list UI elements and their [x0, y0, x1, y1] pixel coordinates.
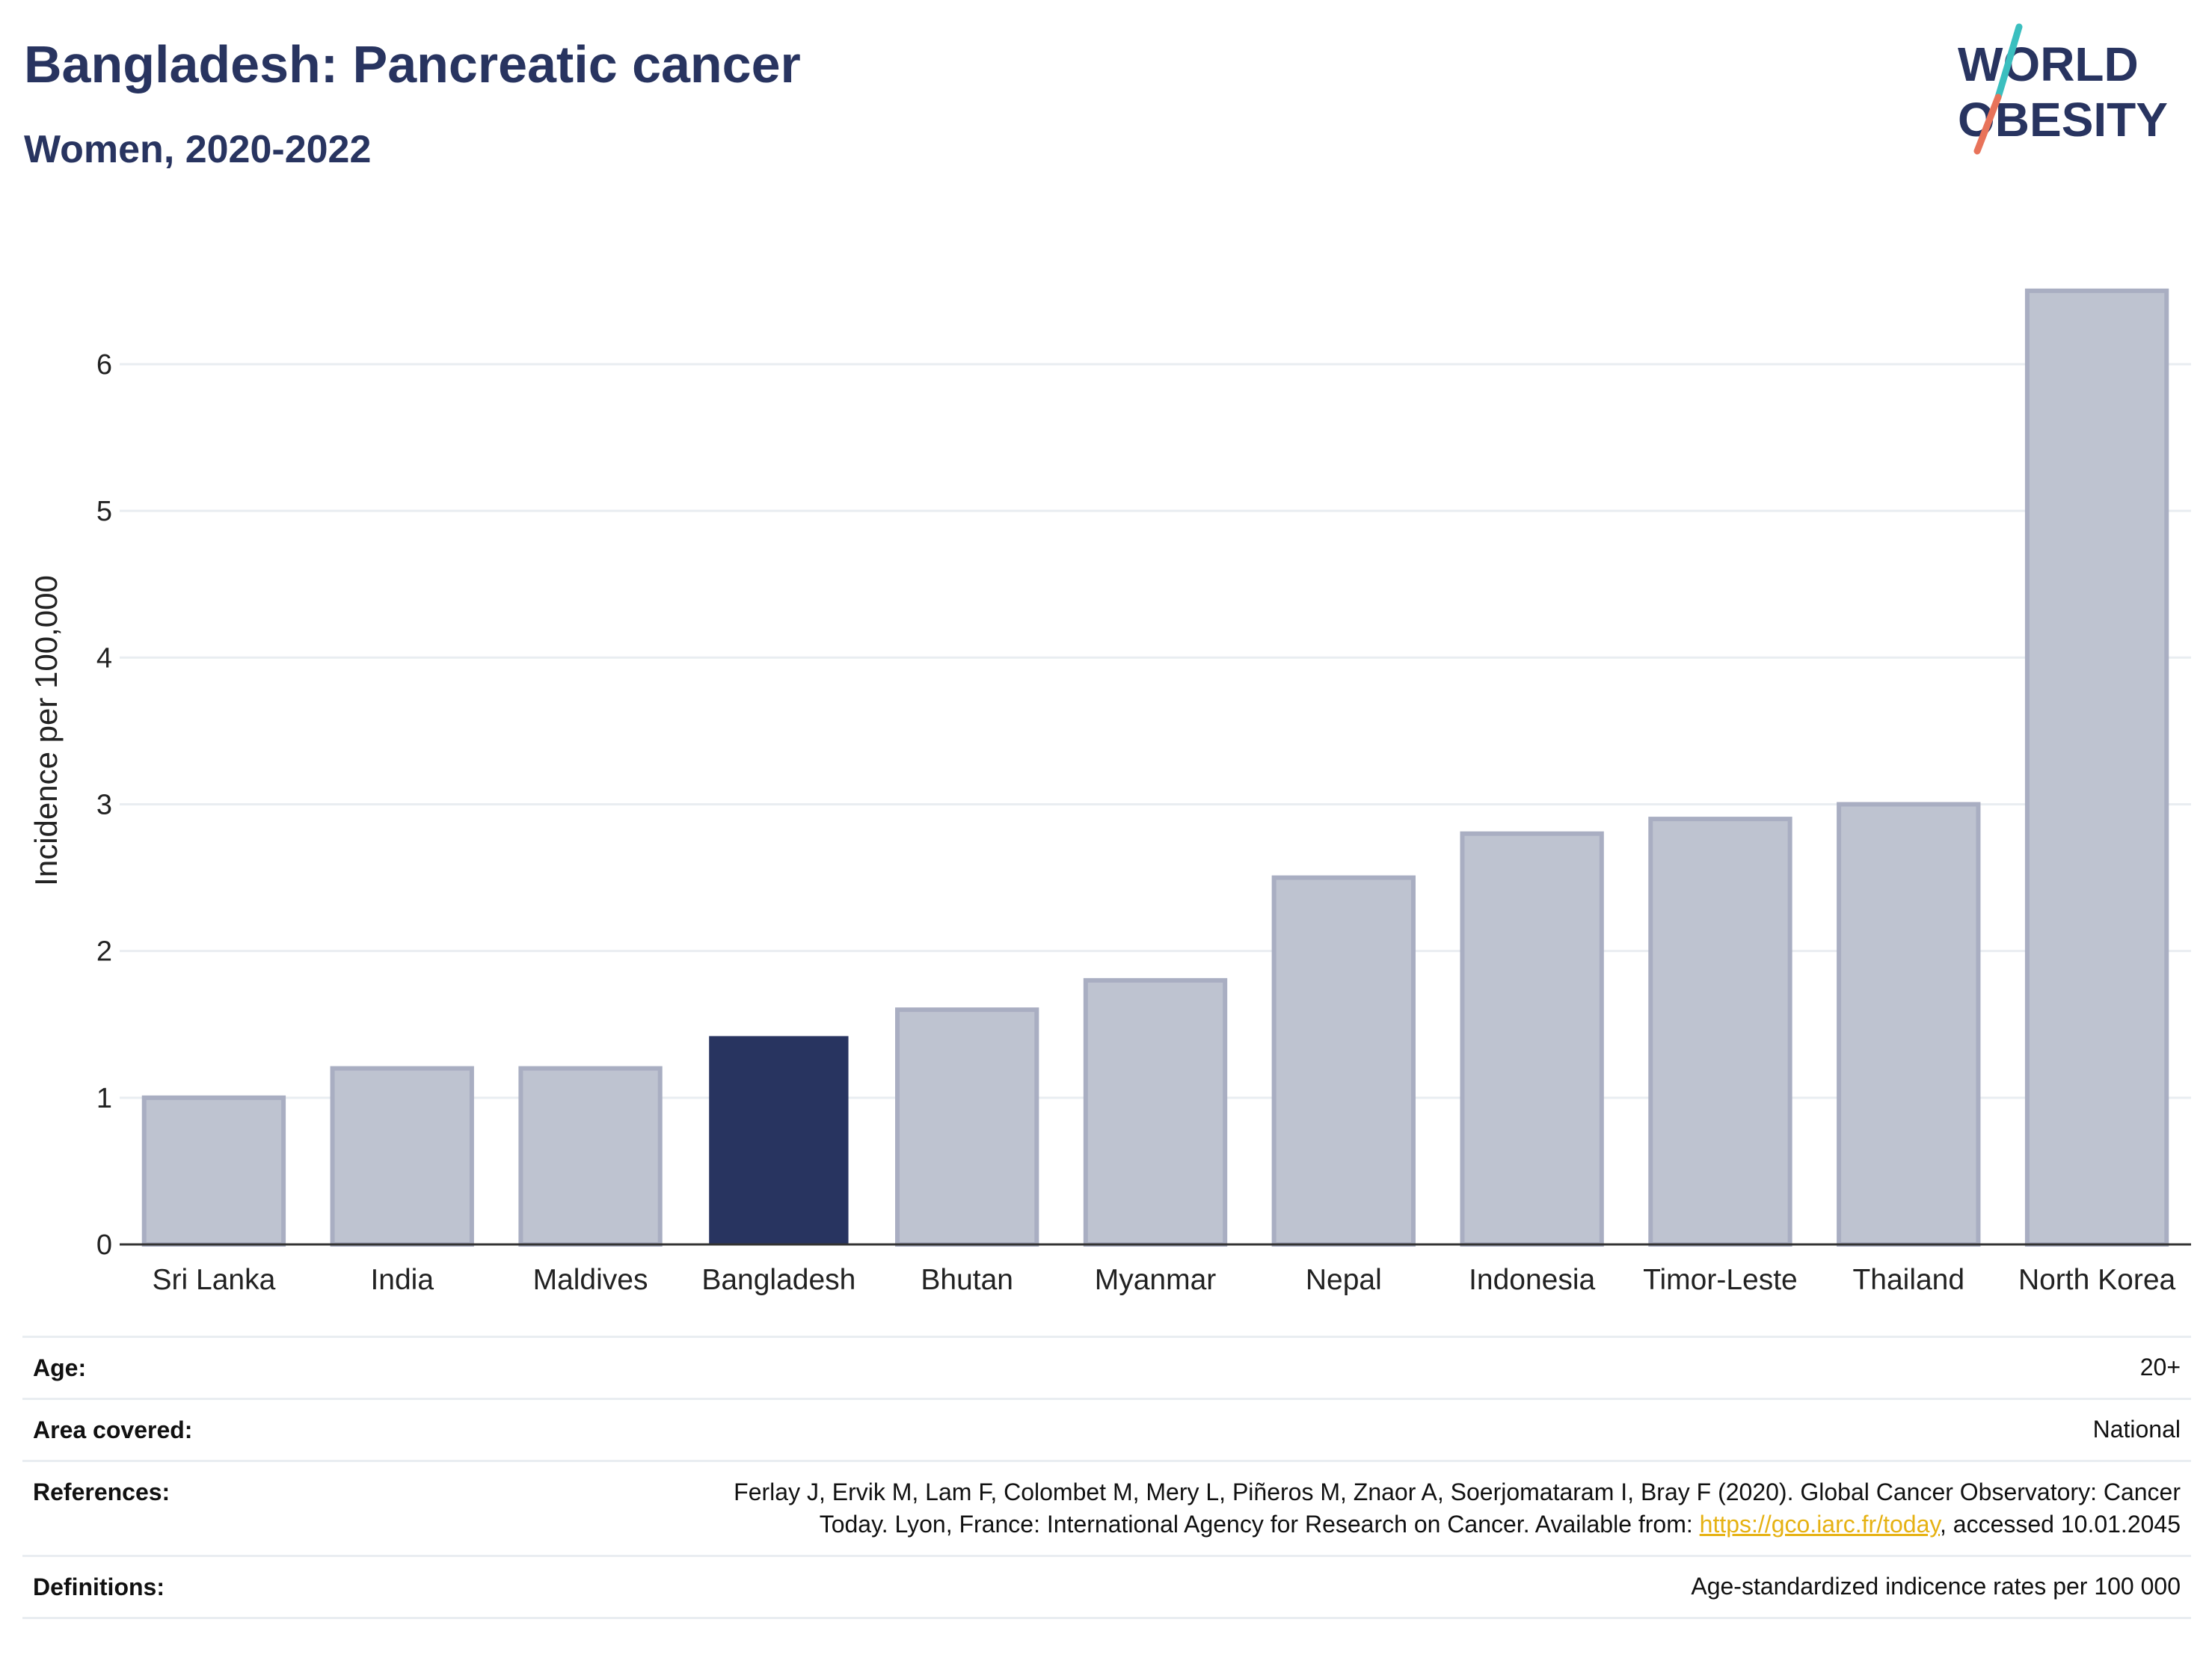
x-tick-label: Sri Lanka — [153, 1264, 276, 1296]
bar-indonesia — [1460, 831, 1604, 1247]
bar-bangladesh — [709, 1036, 849, 1244]
y-tick-label: 4 — [96, 642, 112, 674]
logo-slash-top — [1994, 23, 2023, 101]
bar-thailand — [1837, 802, 1981, 1247]
y-axis-title: Incidence per 100,000 — [28, 575, 64, 886]
bar-chart: 0 1 2 3 4 5 6 Sri Lanka India Maldives Bangladesh B… — [28, 288, 2191, 1296]
world-obesity-logo: WORLD OBESITY — [1958, 23, 2168, 155]
page-title: Bangladesh: Pancreatic cancer — [24, 35, 801, 93]
metadata-table: Age: 20+ Area covered: National Referenc… — [22, 1336, 2191, 1619]
x-tick-label: Bangladesh — [701, 1264, 855, 1296]
area-label: Area covered: — [33, 1416, 193, 1443]
x-tick-label: Nepal — [1306, 1264, 1382, 1296]
y-tick-label: 1 — [96, 1083, 112, 1114]
area-value: National — [2092, 1416, 2181, 1443]
y-tick-label: 2 — [96, 936, 112, 968]
page-subtitle: Women, 2020-2022 — [24, 128, 372, 171]
bar-bhutan — [895, 1007, 1039, 1247]
bar-india — [330, 1066, 474, 1247]
x-tick-label: Indonesia — [1469, 1264, 1595, 1296]
meta-row-age: Age: 20+ — [22, 1336, 2191, 1398]
x-tick-label: North Korea — [2018, 1264, 2176, 1296]
references-line-1: Ferlay J, Ervik M, Lam F, Colombet M, Me… — [734, 1478, 2181, 1505]
bar-maldives — [518, 1066, 663, 1247]
x-tick-label: Thailand — [1852, 1264, 1964, 1296]
references-line-2-pre: Today. Lyon, France: International Agenc… — [819, 1511, 1700, 1538]
age-value: 20+ — [2139, 1354, 2181, 1381]
logo-slash-bottom — [1973, 93, 2002, 155]
bar-myanmar — [1083, 977, 1228, 1247]
x-tick-label: Timor-Leste — [1643, 1264, 1798, 1296]
y-tick-label: 5 — [96, 496, 112, 527]
x-tick-label: Maldives — [533, 1264, 648, 1296]
x-tick-label: Myanmar — [1095, 1264, 1217, 1296]
references-label: References: — [33, 1479, 170, 1505]
bar-timor-leste — [1648, 817, 1792, 1247]
meta-row-definitions: Definitions: Age-standardized indicence … — [22, 1555, 2191, 1619]
y-tick-label: 6 — [96, 349, 112, 381]
meta-row-references: References: Ferlay J, Ervik M, Lam F, Co… — [22, 1460, 2191, 1555]
meta-row-area: Area covered: National — [22, 1398, 2191, 1460]
definitions-label: Definitions: — [33, 1573, 165, 1600]
bar-north-korea — [2024, 288, 2169, 1247]
y-tick-label: 0 — [96, 1229, 112, 1261]
references-link[interactable]: https://gco.iarc.fr/today — [1699, 1511, 1940, 1538]
age-label: Age: — [33, 1354, 87, 1381]
x-tick-label: Bhutan — [921, 1264, 1013, 1296]
x-tick-label: India — [370, 1264, 434, 1296]
references-value: Ferlay J, Ervik M, Lam F, Colombet M, Me… — [734, 1476, 2181, 1541]
bar-sri-lanka — [141, 1095, 286, 1247]
bar-nepal — [1271, 875, 1416, 1247]
definitions-value: Age-standardized indicence rates per 100… — [1691, 1573, 2181, 1600]
y-tick-label: 3 — [96, 789, 112, 820]
logo-line-1: WORLD — [1958, 37, 2139, 91]
references-line-2-post: , accessed 10.01.2045 — [1939, 1511, 2181, 1538]
